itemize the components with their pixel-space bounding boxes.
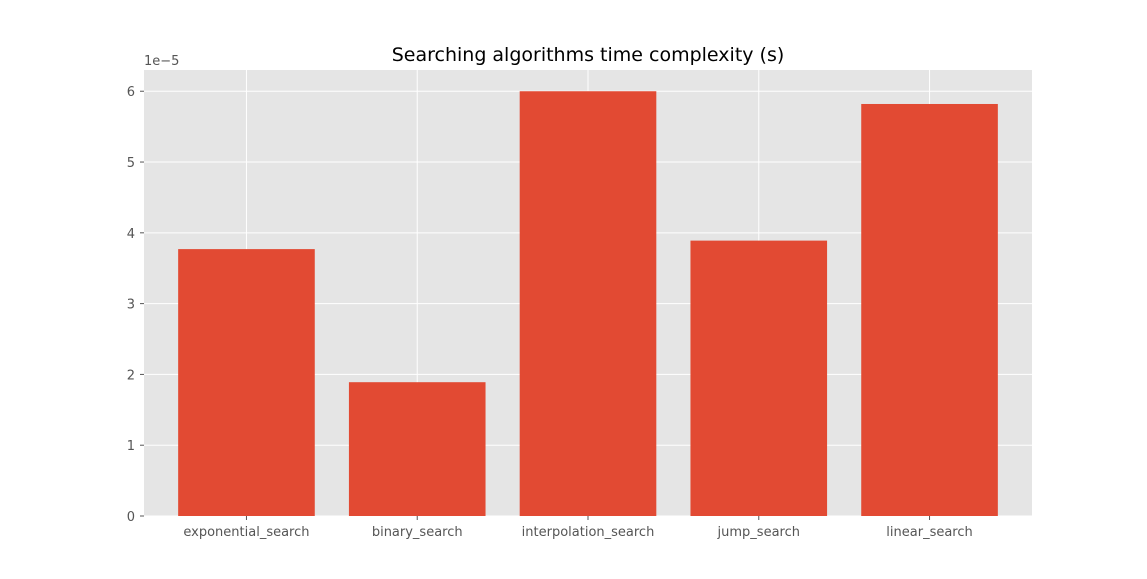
y-tick-label: 4 — [127, 227, 135, 242]
bar-linear-search — [861, 103, 998, 516]
x-tick-label: jump_search — [717, 525, 800, 540]
bar-binary-search — [348, 382, 486, 516]
bar-interpolation-search — [519, 91, 657, 516]
y-axis-offset-label: 1e−5 — [144, 54, 179, 69]
chart-title: Searching algorithms time complexity (s) — [392, 44, 785, 66]
x-tick-label: binary_search — [372, 525, 463, 540]
x-tick-label: exponential_search — [183, 525, 309, 540]
y-axis-ticks: 0 1 2 3 4 5 6 — [127, 85, 144, 525]
y-tick-label: 1 — [127, 439, 135, 454]
y-tick-label: 5 — [127, 156, 135, 171]
y-tick-label: 0 — [127, 510, 135, 525]
x-tick-label: linear_search — [886, 525, 972, 540]
x-axis-ticks: exponential_search binary_search interpola… — [183, 516, 973, 540]
bar-exponential-search — [178, 249, 315, 516]
y-tick-label: 2 — [127, 368, 135, 383]
bars — [178, 91, 998, 516]
y-tick-label: 6 — [127, 85, 135, 100]
x-tick-label: interpolation_search — [522, 525, 655, 540]
y-tick-label: 3 — [127, 298, 135, 313]
bar-jump-search — [690, 240, 828, 516]
